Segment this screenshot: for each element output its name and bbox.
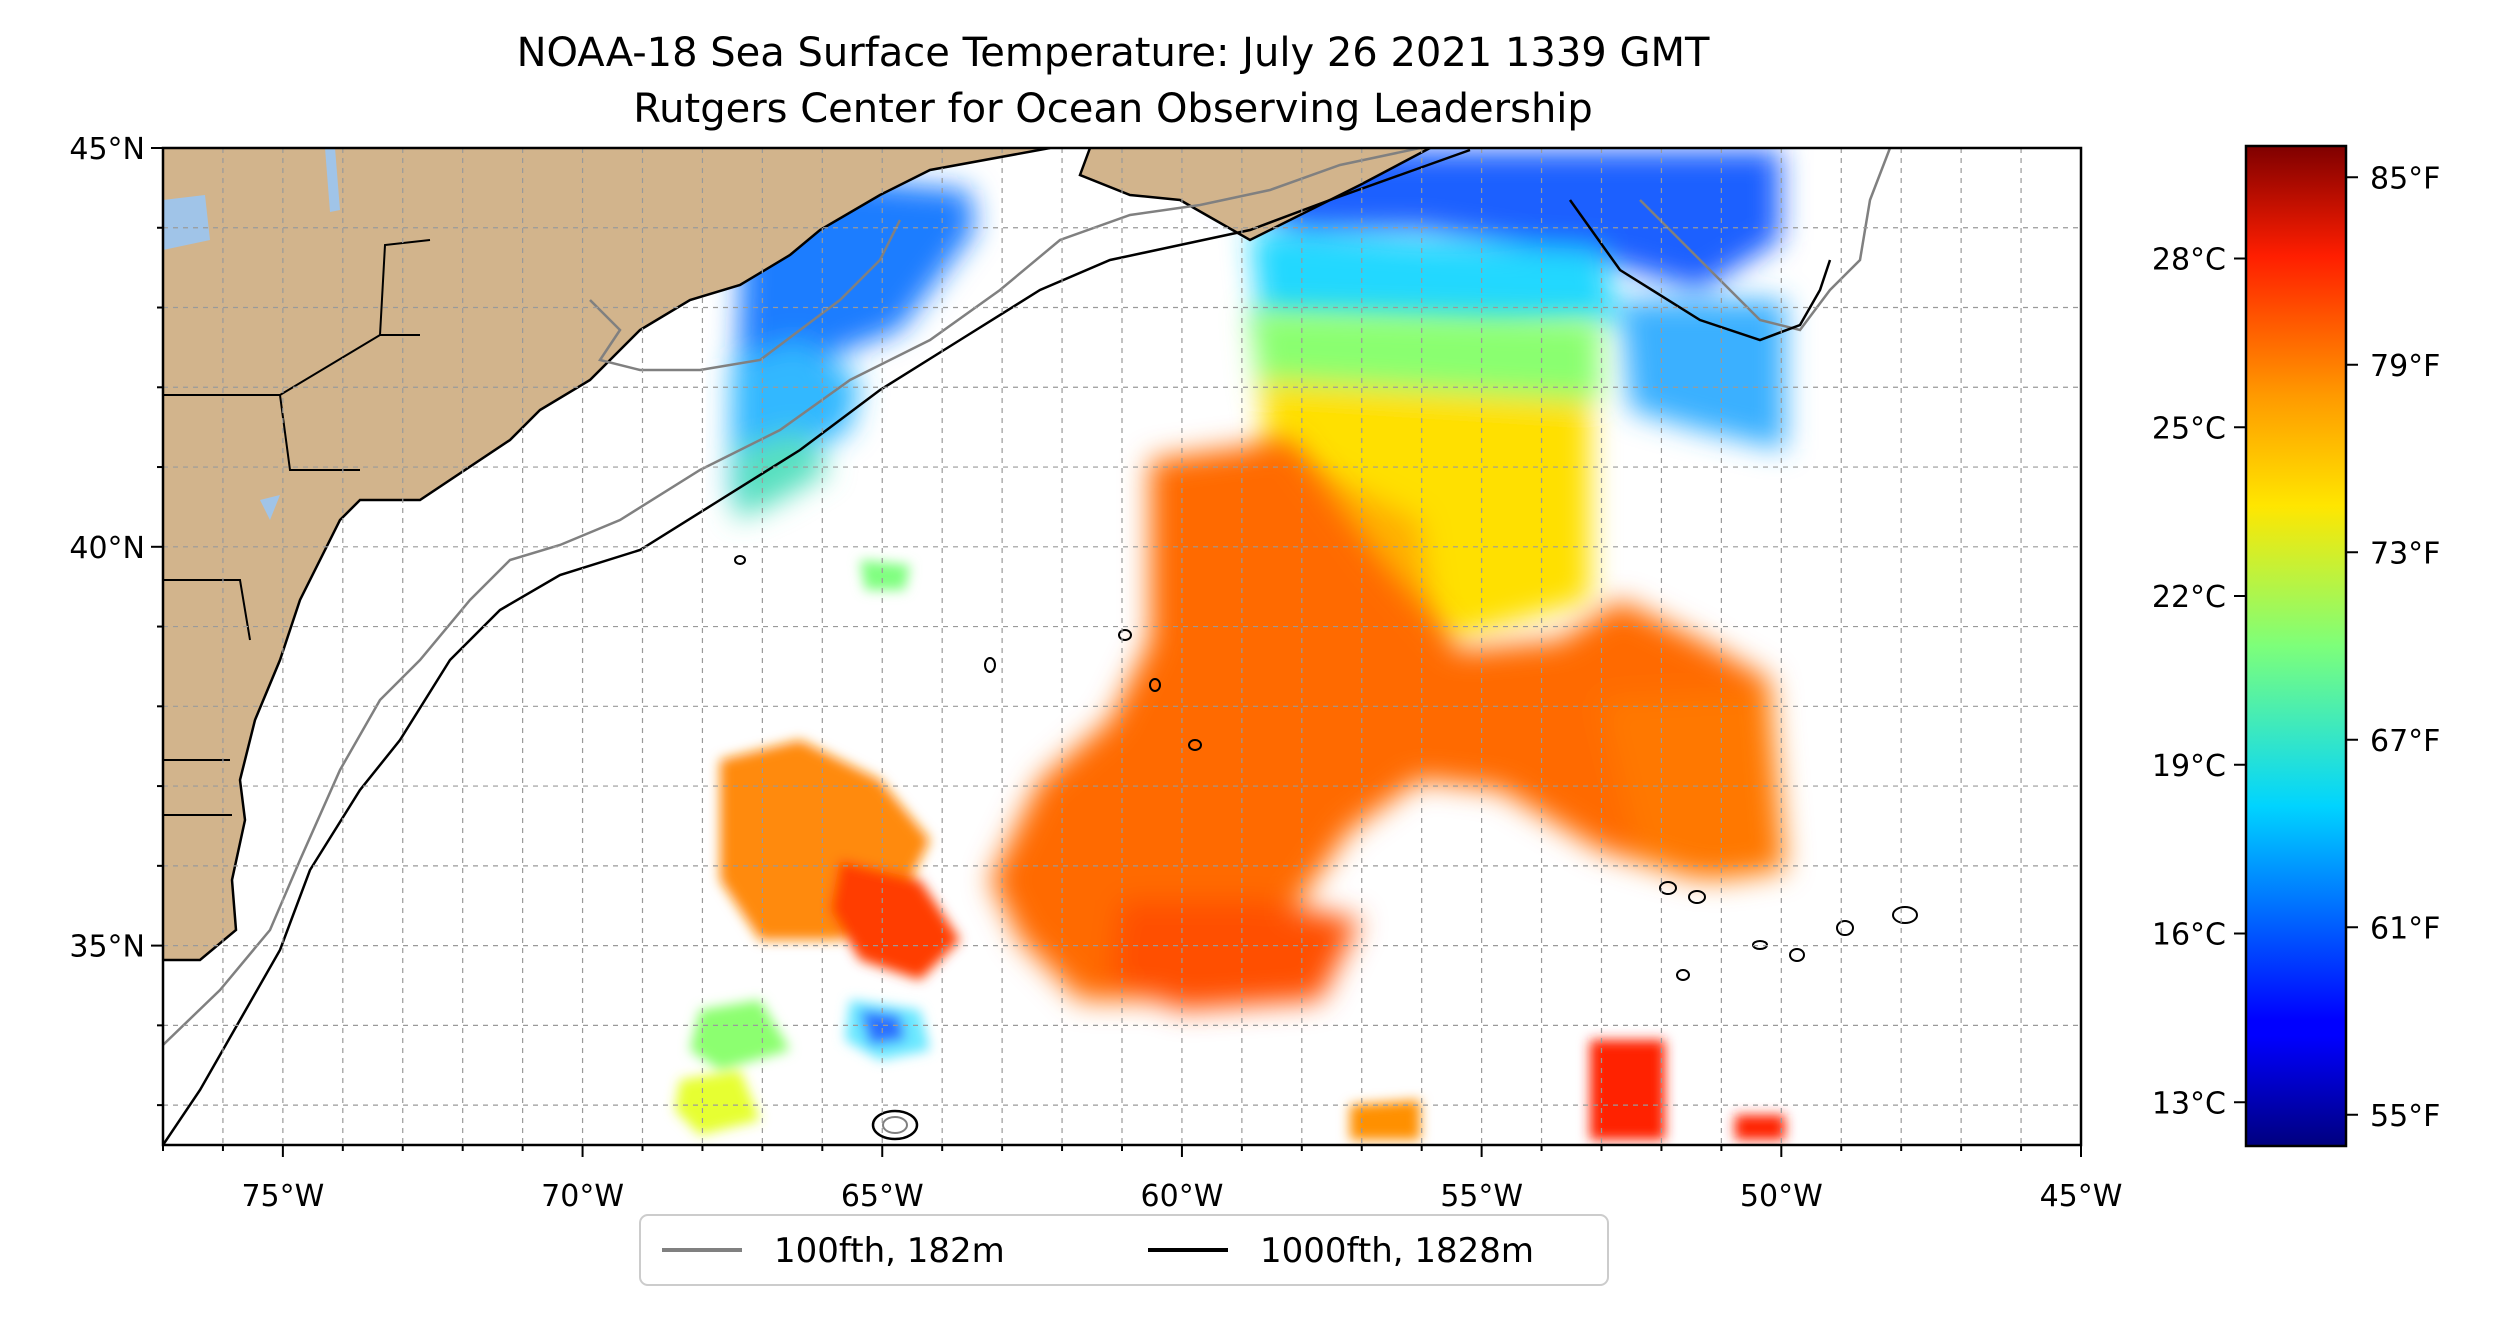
- contour-100fth: [589, 219, 902, 372]
- contour-100fth: [163, 148, 1421, 1046]
- sst-patch-sw-blue: [860, 1010, 905, 1045]
- y-tick-label: 40°N: [69, 531, 145, 566]
- legend-box: [639, 1214, 1609, 1286]
- colorbar-fahrenheit-label: 67°F: [2370, 724, 2440, 759]
- sst-patch-sw-green: [690, 1000, 790, 1070]
- seamount-contour: [1676, 969, 1690, 981]
- lake: [163, 195, 210, 250]
- x-tick-label: 75°W: [241, 1179, 324, 1214]
- sst-patch-yellow-center: [1260, 380, 1590, 640]
- colorbar-fahrenheit-label: 85°F: [2370, 161, 2440, 196]
- title-line-1: NOAA-18 Sea Surface Temperature: July 26…: [517, 30, 1710, 76]
- colorbar-celsius-label: 25°C: [2152, 411, 2226, 446]
- x-tick-label: 65°W: [841, 1179, 924, 1214]
- colorbar-celsius-label: 16°C: [2152, 918, 2226, 953]
- legend-label-100fth: 100fth, 182m: [774, 1231, 1005, 1271]
- sst-patch-sw-red: [830, 860, 960, 980]
- colorbar-fahrenheit-label: 79°F: [2370, 349, 2440, 384]
- seamount-contour: [1688, 890, 1706, 904]
- sst-patch-red-south: [1590, 1040, 1665, 1140]
- x-tick-label: 55°W: [1440, 1179, 1523, 1214]
- colorbar-fahrenheit-label: 73°F: [2370, 536, 2440, 571]
- colorbar-frame: [2244, 144, 2348, 1148]
- sst-patch-small-green: [860, 560, 910, 590]
- state-boundary: [379, 239, 431, 336]
- y-tick-label: 35°N: [69, 930, 145, 965]
- lake: [325, 148, 340, 212]
- sst-patch-orange-east: [1600, 690, 1785, 880]
- latitude-axis: 45°N 40°N 35°N: [69, 132, 163, 1107]
- graticule: [163, 148, 2081, 1145]
- contour-100fth: [1639, 148, 1892, 332]
- sst-patch-orange-small: [1350, 1100, 1420, 1140]
- sst-patch-teal-west: [735, 430, 830, 520]
- colorbar-fahrenheit-ticks: 55°F 61°F 67°F 73°F 79°F 85°F: [2346, 161, 2440, 1134]
- colorbar-celsius-label: 28°C: [2152, 243, 2226, 278]
- title-line-2: Rutgers Center for Ocean Observing Leade…: [633, 86, 1593, 132]
- seamount-contour: [1149, 678, 1161, 692]
- contour-1000fth: [1568, 199, 1832, 342]
- legend-label-1000fth: 1000fth, 1828m: [1260, 1231, 1534, 1271]
- sst-patch-cyan-northeast: [1250, 230, 1620, 330]
- x-tick-label: 70°W: [541, 1179, 624, 1214]
- seamount-contour: [882, 1116, 908, 1134]
- map-area: [163, 148, 2081, 1145]
- seamount-contour: [871, 1109, 919, 1141]
- seamount-contour: [1836, 920, 1854, 936]
- state-boundary: [163, 579, 251, 641]
- colorbar-celsius-label: 22°C: [2152, 580, 2226, 615]
- temperature-colorbar: 13°C 16°C 19°C 22°C 25°C 28°C 55°F 61°F 67°F 73°…: [2152, 144, 2440, 1148]
- seamount-contour: [1892, 906, 1918, 924]
- contour-legend: 100fth, 182m 1000fth, 1828m: [639, 1214, 1609, 1286]
- seamount-contour: [984, 657, 996, 673]
- colorbar-celsius-label: 19°C: [2152, 749, 2226, 784]
- contour-1000fth: [163, 148, 1471, 1145]
- seamount-contour: [1659, 881, 1677, 895]
- sst-patch-orange-main: [990, 440, 1780, 1000]
- sst-patch-orange-lower: [1110, 900, 1360, 1010]
- state-boundary: [163, 334, 420, 396]
- sst-patch-green-center: [1250, 310, 1600, 400]
- longitude-axis: 75°W 70°W 65°W 60°W 55°W 50°W 45°W: [162, 1145, 2123, 1214]
- seamount-contour: [1188, 739, 1202, 751]
- x-tick-label: 60°W: [1141, 1179, 1224, 1214]
- seamount-contour: [1118, 629, 1132, 641]
- coastline: [163, 148, 1051, 962]
- seamount-contour: [734, 555, 746, 565]
- colorbar-celsius-ticks: 13°C 16°C 19°C 22°C 25°C 28°C: [2152, 243, 2246, 1121]
- colorbar-fahrenheit-label: 55°F: [2370, 1099, 2440, 1134]
- lake: [260, 495, 280, 520]
- colorbar-celsius-label: 13°C: [2152, 1086, 2226, 1121]
- bathymetry-contours: [163, 148, 1918, 1145]
- seamount-contour: [1789, 948, 1805, 962]
- colorbar-gradient: [2246, 146, 2346, 1146]
- coastline: [1078, 148, 1431, 242]
- y-tick-label: 45°N: [69, 132, 145, 167]
- colorbar-fahrenheit-label: 61°F: [2370, 911, 2440, 946]
- land-mass: [163, 148, 1050, 960]
- sst-patch-sw-yellow: [675, 1070, 760, 1135]
- x-tick-label: 45°W: [2040, 1179, 2123, 1214]
- sst-patch-red-sliver: [1735, 1115, 1785, 1140]
- x-tick-label: 50°W: [1740, 1179, 1823, 1214]
